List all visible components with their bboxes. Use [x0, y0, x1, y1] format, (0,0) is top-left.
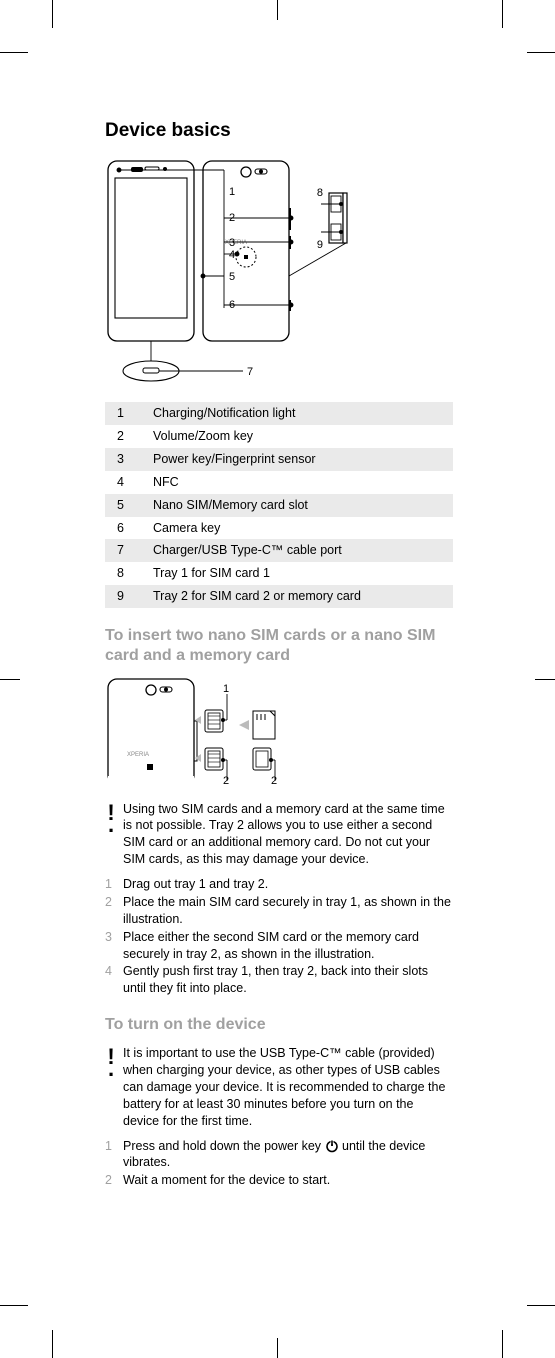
step-item: 2Place the main SIM card securely in tra…	[105, 894, 453, 928]
svg-text:1: 1	[223, 683, 229, 695]
step-number: 1	[105, 1138, 117, 1172]
part-number: 5	[105, 494, 141, 517]
svg-text:2: 2	[223, 775, 229, 786]
turn-on-steps: 1Press and hold down the power key until…	[105, 1138, 453, 1190]
parts-row: 6Camera key	[105, 517, 453, 540]
part-label: Tray 2 for SIM card 2 or memory card	[141, 585, 453, 608]
parts-row: 5Nano SIM/Memory card slot	[105, 494, 453, 517]
device-diagram: XPERIA 1 2 3 4 5 6	[105, 158, 453, 395]
step-number: 2	[105, 1172, 117, 1189]
part-label: Tray 1 for SIM card 1	[141, 562, 453, 585]
part-label: Camera key	[141, 517, 453, 540]
step-text: Gently push first tray 1, then tray 2, b…	[123, 963, 453, 997]
part-number: 8	[105, 562, 141, 585]
step-item: 4Gently push first tray 1, then tray 2, …	[105, 963, 453, 997]
step-text: Press and hold down the power key until …	[123, 1138, 453, 1172]
part-number: 7	[105, 539, 141, 562]
step-number: 2	[105, 894, 117, 928]
warning-icon: !	[105, 801, 117, 869]
parts-row: 3Power key/Fingerprint sensor	[105, 448, 453, 471]
svg-text:1: 1	[229, 186, 235, 198]
part-label: Volume/Zoom key	[141, 425, 453, 448]
step-item: 1Press and hold down the power key until…	[105, 1138, 453, 1172]
svg-text:2: 2	[271, 775, 277, 786]
step-number: 3	[105, 929, 117, 963]
section-insert-sim-title: To insert two nano SIM cards or a nano S…	[105, 626, 453, 666]
step-item: 2 Wait a moment for the device to start.	[105, 1172, 453, 1189]
step-text: Place either the second SIM card or the …	[123, 929, 453, 963]
svg-text:2: 2	[229, 212, 235, 224]
parts-table: 1Charging/Notification light2Volume/Zoom…	[105, 402, 453, 608]
part-label: Power key/Fingerprint sensor	[141, 448, 453, 471]
insert-sim-steps: 1Drag out tray 1 and tray 2.2Place the m…	[105, 876, 453, 997]
part-label: NFC	[141, 471, 453, 494]
svg-text:5: 5	[229, 271, 235, 283]
step-text: Place the main SIM card securely in tray…	[123, 894, 453, 928]
svg-text:8: 8	[317, 187, 323, 199]
svg-text:7: 7	[247, 366, 253, 378]
parts-row: 9Tray 2 for SIM card 2 or memory card	[105, 585, 453, 608]
part-number: 2	[105, 425, 141, 448]
note-sim-warning: ! Using two SIM cards and a memory card …	[105, 801, 453, 869]
svg-text:3: 3	[229, 237, 235, 249]
step-item: 1 Drag out tray 1 and tray 2.	[105, 876, 453, 893]
part-number: 6	[105, 517, 141, 540]
note-text: It is important to use the USB Type-C™ c…	[123, 1045, 453, 1129]
parts-row: 2Volume/Zoom key	[105, 425, 453, 448]
parts-row: 4NFC	[105, 471, 453, 494]
part-number: 3	[105, 448, 141, 471]
note-charge-warning: ! It is important to use the USB Type-C™…	[105, 1045, 453, 1129]
part-label: Charger/USB Type-C™ cable port	[141, 539, 453, 562]
page-title: Device basics	[105, 118, 453, 144]
part-label: Nano SIM/Memory card slot	[141, 494, 453, 517]
parts-row: 7Charger/USB Type-C™ cable port	[105, 539, 453, 562]
step-number: 4	[105, 963, 117, 997]
warning-icon: !	[105, 1045, 117, 1129]
step-text: Drag out tray 1 and tray 2.	[123, 876, 453, 893]
note-text: Using two SIM cards and a memory card at…	[123, 801, 453, 869]
svg-text:4: 4	[229, 249, 235, 261]
svg-text:XPERIA: XPERIA	[127, 752, 149, 758]
part-label: Charging/Notification light	[141, 402, 453, 425]
step-item: 3Place either the second SIM card or the…	[105, 929, 453, 963]
parts-row: 8Tray 1 for SIM card 1	[105, 562, 453, 585]
step-number: 1	[105, 876, 117, 893]
section-turn-on-title: To turn on the device	[105, 1015, 453, 1035]
parts-row: 1Charging/Notification light	[105, 402, 453, 425]
svg-text:9: 9	[317, 239, 323, 251]
part-number: 4	[105, 471, 141, 494]
step-text: Wait a moment for the device to start.	[123, 1172, 453, 1189]
svg-text:6: 6	[229, 299, 235, 311]
part-number: 9	[105, 585, 141, 608]
sim-diagram: XPERIA	[105, 676, 453, 791]
power-icon	[325, 1139, 339, 1153]
part-number: 1	[105, 402, 141, 425]
